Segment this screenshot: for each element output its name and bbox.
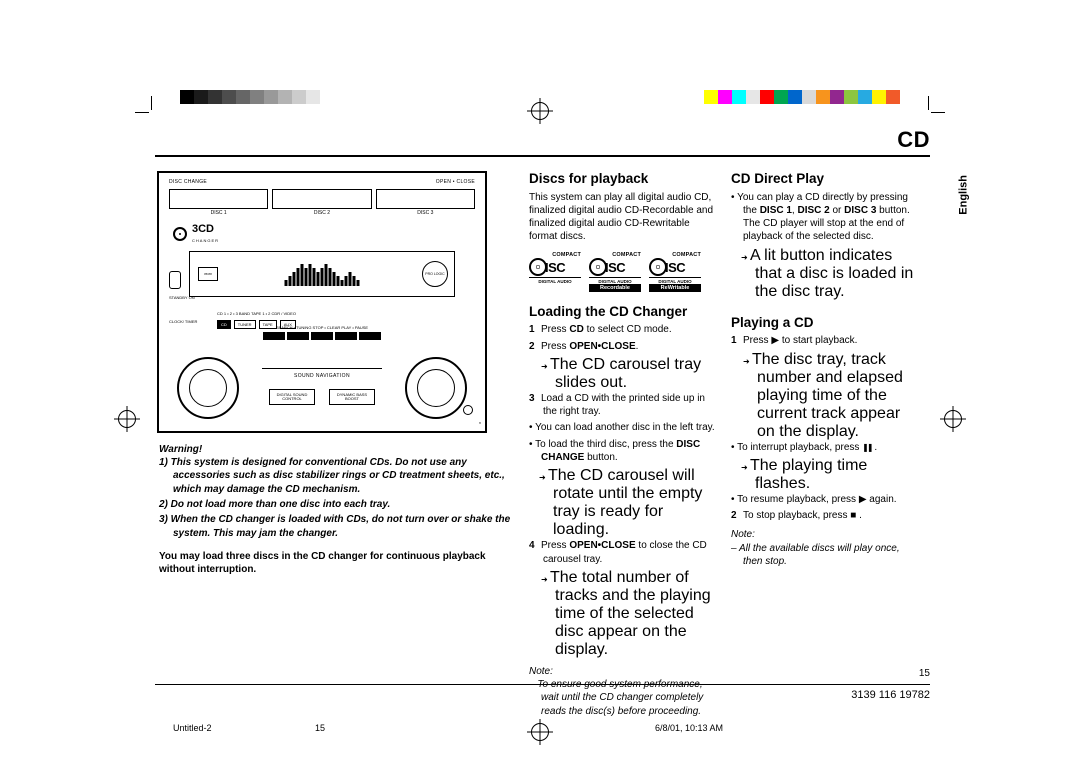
middle-column: Discs for playback This system can play …	[529, 171, 717, 718]
loading-step-3: 3Load a CD with the printed side up in t…	[529, 392, 717, 419]
disc-slot: DISC 3	[376, 189, 475, 209]
registration-mark-right	[944, 410, 962, 428]
warning-list: 1) This system is designed for conventio…	[159, 456, 511, 540]
dsc-button-icon: DIGITAL SOUNDCONTROL	[269, 389, 315, 405]
sound-navigation-label: SOUND NAVIGATION	[262, 368, 382, 379]
registration-mark-left	[118, 410, 136, 428]
discs-playback-body: This system can play all digital audio C…	[529, 191, 717, 244]
header-rule	[155, 155, 930, 157]
registration-mark-top	[531, 102, 549, 120]
colorbar-color	[704, 90, 900, 104]
colorbar-grayscale	[180, 90, 320, 104]
headphone-jack-icon	[463, 405, 473, 415]
playing-bullet-1: To interrupt playback, press ❚❚ .	[731, 441, 919, 454]
disc-slot: DISC 1	[169, 189, 268, 209]
page-number: 15	[919, 668, 930, 679]
registration-mark-bottom	[531, 723, 549, 741]
page-section-title: CD	[897, 127, 930, 153]
loading-bullet-2: To load the third disc, press the DISC C…	[529, 438, 717, 465]
language-tab: English	[958, 175, 970, 215]
meta-filename: Untitled-2	[173, 723, 212, 733]
disc-logo: COMPACTISCDIGITAL AUDIOReWritable	[649, 252, 701, 292]
discs-playback-heading: Discs for playback	[529, 171, 717, 187]
direct-play-heading: CD Direct Play	[731, 171, 919, 187]
loading-note-heading: Note:	[529, 665, 717, 678]
device-illustration: DISC CHANGE OPEN • CLOSE DISC 1DISC 2DIS…	[157, 171, 487, 433]
disc-slot: DISC 2	[272, 189, 371, 209]
disc-logo: COMPACTISCDIGITAL AUDIO	[529, 252, 581, 292]
right-column: CD Direct Play You can play a CD directl…	[731, 171, 919, 718]
playing-step-2: 2To stop playback, press ■ .	[731, 509, 919, 522]
loading-step-4-result: The total number of tracks and the playi…	[529, 569, 717, 659]
direct-play-result: A lit button indicates that a disc is lo…	[731, 247, 919, 301]
warning-heading: Warning!	[159, 443, 511, 456]
device-source-labels: CD 1 • 2 • 3 BAND TAPE 1 • 2 CDR / VIDEO	[217, 311, 443, 316]
loading-bullet-2-result: The CD carousel will rotate until the em…	[529, 467, 717, 539]
warning-footer: You may load three discs in the CD chang…	[159, 550, 511, 576]
disc-logo: COMPACTISCDIGITAL AUDIORecordable	[589, 252, 641, 292]
cd-icon	[173, 227, 187, 241]
footer-rule	[155, 684, 930, 685]
playing-note-body: – All the available discs will play once…	[731, 542, 919, 569]
device-open-close-label: OPEN • CLOSE	[436, 179, 475, 185]
power-button-icon	[169, 271, 181, 289]
playing-bullet-1-result: The playing time flashes.	[731, 457, 919, 493]
loading-step-2: 2Press OPEN•CLOSE.	[529, 340, 717, 353]
publication-number: 3139 116 19782	[851, 689, 930, 701]
warning-item: 2) Do not load more than one disc into e…	[173, 498, 511, 511]
clock-timer-label: CLOCK/ TIMER	[169, 319, 211, 325]
left-column: DISC CHANGE OPEN • CLOSE DISC 1DISC 2DIS…	[155, 171, 515, 718]
loading-step-2-result: The CD carousel tray slides out.	[529, 356, 717, 392]
loading-step-4: 4Press OPEN•CLOSE to close the CD carous…	[529, 539, 717, 566]
playing-step-1-result: The disc tray, track number and elapsed …	[731, 351, 919, 441]
disc-format-logos: COMPACTISCDIGITAL AUDIOCOMPACTISCDIGITAL…	[529, 252, 717, 292]
meta-pagenum: 15	[315, 723, 325, 733]
loading-step-1: 1Press CD to select CD mode.	[529, 323, 717, 336]
playing-step-1: 1Press ▶ to start playback.	[731, 334, 919, 347]
device-display: 88:88 PRO LOGIC	[189, 251, 455, 297]
device-changer-label: CHANGER	[192, 238, 219, 243]
warning-item: 1) This system is designed for conventio…	[173, 456, 511, 496]
meta-timestamp: 6/8/01, 10:13 AM	[655, 723, 723, 733]
device-3cd-logo: 3CD	[192, 223, 214, 235]
device-control-labels: SEARCH • TUNING STOP • CLEAR PLAY • PAUS…	[276, 325, 368, 330]
right-knob-icon	[405, 357, 467, 419]
dbb-button-icon: DYNAMIC BASSBOOST	[329, 389, 375, 405]
playing-note-heading: Note:	[731, 528, 919, 541]
direct-play-bullet: You can play a CD directly by pressing t…	[731, 191, 919, 244]
warning-item: 3) When the CD changer is loaded with CD…	[173, 513, 511, 540]
playing-bullet-2: To resume playback, press ▶ again.	[731, 493, 919, 506]
device-disc-change-label: DISC CHANGE	[169, 179, 207, 185]
loading-heading: Loading the CD Changer	[529, 304, 717, 320]
left-knob-icon	[177, 357, 239, 419]
loading-bullet-1: You can load another disc in the left tr…	[529, 421, 717, 434]
playing-heading: Playing a CD	[731, 315, 919, 331]
